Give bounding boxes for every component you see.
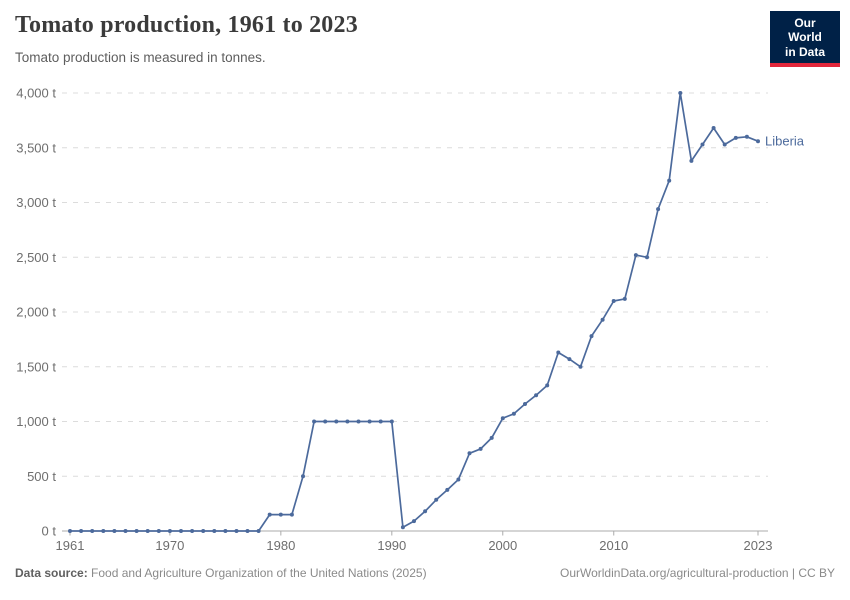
data-point [478, 446, 483, 451]
y-tick-label: 3,500 t [16, 140, 56, 155]
data-point [744, 134, 749, 139]
data-point [545, 383, 550, 388]
data-point [301, 474, 305, 479]
data-point [378, 419, 383, 424]
data-point [179, 529, 183, 533]
data-point [256, 529, 261, 533]
data-point [201, 529, 206, 533]
data-point [556, 350, 561, 355]
data-point [190, 529, 195, 533]
data-point [389, 419, 394, 424]
data-point [434, 497, 439, 502]
data-point [267, 512, 272, 517]
data-point [323, 419, 328, 424]
data-point [356, 419, 361, 424]
data-point [622, 296, 627, 301]
chart-subtitle: Tomato production is measured in tonnes. [15, 50, 266, 65]
data-point [633, 253, 638, 258]
data-point [289, 512, 294, 517]
page-title: Tomato production, 1961 to 2023 [15, 12, 358, 38]
data-point [467, 451, 472, 456]
data-point [611, 299, 616, 303]
data-source-label: Data source: [15, 566, 88, 580]
data-point [511, 411, 516, 416]
data-point [145, 529, 150, 533]
data-point [645, 255, 649, 260]
chart-footer: Data source: Food and Agriculture Organi… [15, 566, 835, 580]
data-point [600, 317, 605, 322]
data-point [500, 416, 505, 421]
owid-logo-line1: Our World [788, 16, 822, 45]
data-point [567, 357, 572, 362]
data-point [722, 142, 727, 147]
data-point [101, 529, 106, 533]
data-point [212, 529, 217, 533]
data-source-text: Food and Agriculture Organization of the… [87, 566, 427, 580]
y-tick-label: 0 t [42, 524, 57, 539]
data-point [90, 529, 95, 533]
y-tick-label: 2,500 t [16, 250, 56, 265]
data-point [578, 364, 583, 369]
data-point [756, 139, 760, 144]
data-point [367, 419, 372, 424]
x-tick-label: 1961 [56, 538, 85, 553]
x-tick-label: 1980 [266, 538, 295, 553]
x-tick-label: 2000 [488, 538, 517, 553]
owid-logo-line2: in Data [784, 44, 825, 59]
data-source: Data source: Food and Agriculture Organi… [15, 566, 427, 580]
y-tick-label: 500 t [27, 469, 56, 484]
y-tick-label: 4,000 t [16, 86, 56, 101]
data-point [667, 178, 672, 183]
line-chart: 0 t 500 t 1,000 t 1,500 t 2,000 t 2,500 t 3,00… [16, 86, 805, 554]
data-point [123, 529, 128, 533]
data-point [700, 142, 705, 147]
data-point [334, 419, 339, 424]
data-point [400, 525, 405, 530]
data-point [312, 419, 317, 424]
data-point [445, 487, 450, 492]
x-tick-label: 2023 [744, 538, 773, 553]
data-point [678, 91, 683, 95]
owid-logo[interactable]: Our World in Data [770, 11, 840, 68]
data-point [412, 519, 416, 524]
y-tick-label: 1,000 t [16, 414, 56, 429]
data-point [345, 419, 350, 424]
data-point [689, 158, 694, 163]
data-point [423, 509, 428, 514]
data-point [733, 135, 738, 140]
data-point [456, 477, 461, 482]
data-point [167, 529, 172, 533]
data-point [278, 512, 283, 517]
x-tick-label: 1970 [155, 538, 184, 553]
data-point [656, 207, 661, 212]
data-point [134, 529, 139, 533]
data-point [534, 393, 539, 398]
data-point [234, 529, 239, 533]
x-tick-label: 1990 [377, 538, 406, 553]
data-point [523, 402, 527, 406]
series-label: Liberia [765, 134, 805, 149]
data-point [112, 529, 117, 533]
footer-link[interactable]: OurWorldinData.org/agricultural-producti… [559, 566, 835, 580]
y-tick-label: 2,000 t [16, 305, 56, 320]
data-point [489, 435, 494, 440]
data-point [223, 529, 228, 533]
data-point [711, 126, 716, 130]
y-tick-label: 3,000 t [16, 195, 56, 210]
y-tick-label: 1,500 t [16, 359, 56, 374]
data-point [79, 529, 84, 533]
data-point [589, 334, 594, 339]
data-point [156, 529, 161, 533]
data-point [245, 529, 250, 533]
x-tick-label: 2010 [599, 538, 628, 553]
data-point [68, 529, 72, 533]
